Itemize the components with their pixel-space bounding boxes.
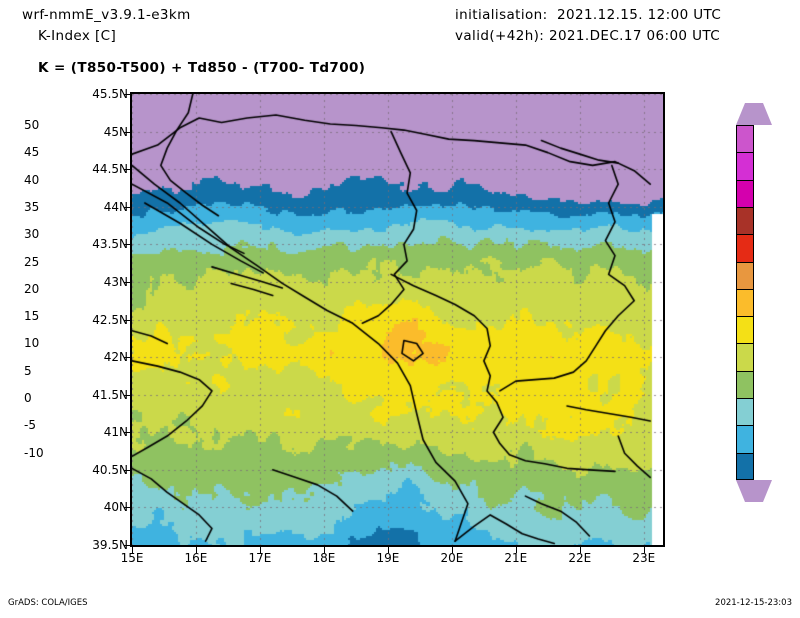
x-axis-label: 15E	[120, 551, 144, 565]
colorbar	[736, 103, 772, 502]
x-axis-label: 17E	[248, 551, 272, 565]
kindex-heatmap-canvas	[132, 94, 663, 545]
colorbar-tick-label: -10	[24, 445, 44, 460]
y-axis-label: 45N	[103, 124, 128, 139]
y-axis-tick	[124, 244, 130, 246]
colorbar-band	[736, 425, 754, 453]
x-axis-label: 19E	[376, 551, 400, 565]
colorbar-band	[736, 370, 754, 399]
x-axis-label: 22E	[568, 551, 592, 565]
colorbar-tick-label: 10	[24, 336, 40, 351]
grads-credit: GrADS: COLA/IGES	[8, 598, 88, 608]
colorbar-band	[736, 125, 754, 153]
y-axis-tick	[124, 507, 130, 509]
colorbar-tick-label: 45	[24, 145, 40, 160]
colorbar-tick-label: 50	[24, 118, 40, 132]
colorbar-band	[736, 206, 754, 235]
x-axis-tick	[515, 547, 517, 553]
y-axis-label: 40N	[103, 500, 128, 515]
x-axis-label: 20E	[440, 551, 464, 565]
colorbar-tick-label: 30	[24, 227, 40, 242]
y-axis-label: 43N	[103, 274, 128, 289]
y-axis-label: 44N	[103, 199, 128, 214]
colorbar-tick-label: 0	[24, 391, 32, 406]
colorbar-tick-label: -5	[24, 418, 36, 433]
field-name: K-Index [C]	[38, 28, 117, 44]
x-axis-tick	[387, 547, 389, 553]
colorbar-band	[736, 452, 754, 480]
y-axis-tick	[124, 357, 130, 359]
x-axis-tick	[323, 547, 325, 553]
x-axis-label: 23E	[632, 551, 656, 565]
colorbar-over-arrow	[736, 103, 772, 125]
map-plot-frame	[130, 92, 665, 547]
y-axis-tick	[124, 94, 130, 95]
colorbar-band	[736, 343, 754, 371]
y-axis-tick	[124, 469, 130, 471]
colorbar-band	[736, 261, 754, 289]
model-name: wrf-nmmE_v3.9.1-e3km	[22, 7, 191, 23]
y-axis-tick	[124, 545, 130, 546]
colorbar-band	[736, 398, 754, 426]
colorbar-band	[736, 316, 754, 344]
colorbar-tick-label: 5	[24, 363, 32, 378]
colorbar-tick-label: 15	[24, 309, 40, 324]
colorbar-band	[736, 179, 754, 207]
y-axis-tick	[124, 169, 130, 171]
colorbar-band	[736, 234, 754, 262]
colorbar-band	[736, 152, 754, 180]
x-axis-label: 16E	[184, 551, 208, 565]
y-axis-label: 42N	[103, 350, 128, 365]
y-axis-label: 41N	[103, 425, 128, 440]
x-axis-tick	[451, 547, 453, 553]
y-axis-label: 44.5N	[92, 162, 128, 177]
y-axis-tick	[124, 319, 130, 321]
y-axis-label: 39.5N	[92, 538, 128, 552]
x-axis-tick	[132, 547, 133, 553]
colorbar-tick-label: 20	[24, 281, 40, 296]
y-axis-tick	[124, 131, 130, 133]
y-axis-label: 41.5N	[92, 387, 128, 402]
y-axis-tick	[124, 206, 130, 208]
render-timestamp: 2021-12-15-23:03	[715, 598, 792, 608]
y-axis-tick	[124, 432, 130, 434]
y-axis-label: 42.5N	[92, 312, 128, 327]
y-axis-label: 45.5N	[92, 87, 128, 101]
x-axis-tick	[195, 547, 197, 553]
colorbar-tick-label: 40	[24, 172, 40, 187]
x-axis-tick	[579, 547, 581, 553]
colorbar-tick-label: 35	[24, 199, 40, 214]
formula-text: K = (T850-T500) + Td850 - (T700- Td700)	[38, 60, 366, 76]
y-axis-label: 40.5N	[92, 462, 128, 477]
x-axis-tick	[643, 547, 645, 553]
initialisation-time: initialisation: 2021.12.15. 12:00 UTC	[455, 7, 722, 23]
colorbar-tick-label: 25	[24, 254, 40, 269]
valid-time: valid(+42h): 2021.DEC.17 06:00 UTC	[455, 28, 721, 44]
colorbar-under-arrow	[736, 480, 772, 502]
colorbar-band	[736, 288, 754, 317]
x-axis-label: 21E	[504, 551, 528, 565]
y-axis-label: 43.5N	[92, 237, 128, 252]
x-axis-label: 18E	[312, 551, 336, 565]
x-axis-tick	[259, 547, 261, 553]
y-axis-tick	[124, 394, 130, 396]
y-axis-tick	[124, 281, 130, 283]
